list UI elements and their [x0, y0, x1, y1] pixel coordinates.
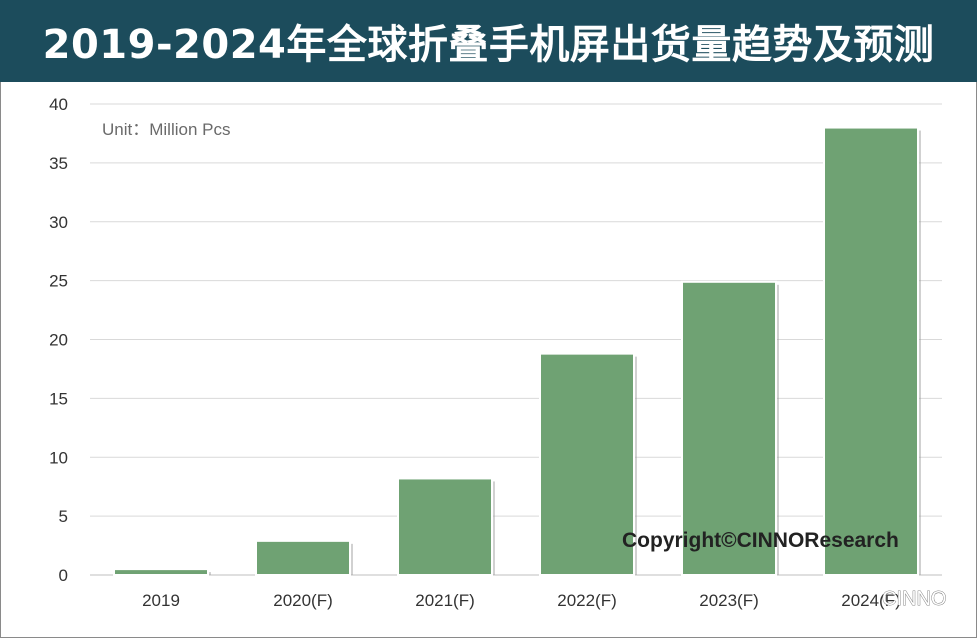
y-tick-label: 20 [49, 331, 68, 350]
bar [397, 477, 493, 577]
bar [681, 280, 777, 577]
y-tick-label: 40 [49, 95, 68, 114]
unit-label: Unit：Million Pcs [102, 120, 230, 139]
copyright-text: Copyright©CINNOResearch [622, 529, 899, 552]
watermark-text: CINNO [882, 588, 946, 610]
bars [113, 126, 921, 577]
y-tick-label: 35 [49, 154, 68, 173]
x-tick-label: 2019 [142, 591, 180, 610]
grid-lines [90, 103, 942, 576]
y-tick-label: 5 [59, 507, 68, 526]
bar [255, 539, 351, 577]
y-axis: 0 5 10 15 20 25 30 35 40 [49, 95, 68, 585]
title-bar: 2019-2024年全球折叠手机屏出货量趋势及预测 [0, 0, 977, 82]
y-tick-label: 0 [59, 566, 68, 585]
x-tick-label: 2021(F) [415, 591, 475, 610]
x-axis: 2019 2020(F) 2021(F) 2022(F) 2023(F) 2024(F) [142, 591, 901, 610]
y-tick-label: 10 [49, 448, 68, 467]
bar [539, 352, 635, 576]
x-tick-label: 2022(F) [557, 591, 617, 610]
x-tick-label: 2020(F) [273, 591, 333, 610]
bar [823, 126, 919, 577]
y-tick-label: 30 [49, 213, 68, 232]
x-tick-label: 2024(F) [841, 591, 901, 610]
chart-title: 2019-2024年全球折叠手机屏出货量趋势及预测 [42, 22, 935, 68]
y-tick-label: 25 [49, 272, 68, 291]
y-tick-label: 15 [49, 389, 68, 408]
bar [113, 568, 209, 576]
x-tick-label: 2023(F) [699, 591, 759, 610]
bar-chart: 0 5 10 15 20 25 30 35 40 2019 2020(F) 2021(F) 2022(… [49, 95, 947, 610]
